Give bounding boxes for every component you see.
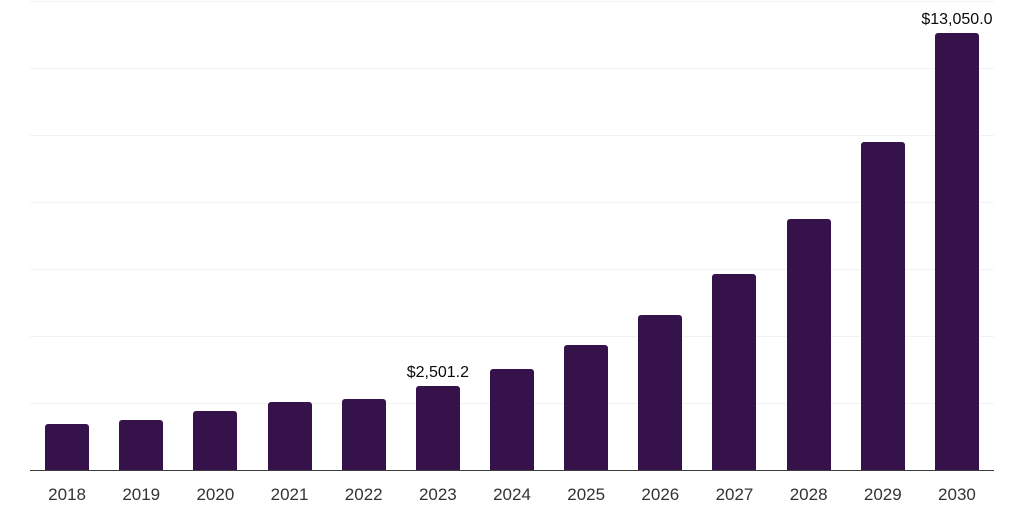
bar-2028 — [786, 219, 831, 470]
bar-slot-2023: $2,501.2 — [401, 1, 475, 470]
x-tick-2029: 2029 — [863, 485, 902, 504]
bar-value-label-2030: $13,050.0 — [921, 11, 993, 28]
bar-slot-2030: $13,050.0 — [920, 1, 994, 470]
bar-2019 — [119, 420, 164, 470]
bar-2023 — [415, 386, 460, 470]
x-tick-2028: 2028 — [789, 485, 828, 504]
bar-2026 — [638, 315, 683, 470]
bar-2018 — [45, 424, 90, 470]
bar-2025 — [564, 345, 609, 470]
plot-area: $2,501.2 $13,050.0 — [30, 1, 994, 471]
bar-slot-2029 — [846, 1, 920, 470]
bar-slot-2022 — [327, 1, 401, 470]
bar-slot-2018 — [30, 1, 104, 470]
bar-2020 — [193, 411, 238, 470]
bar-slot-2019 — [104, 1, 178, 470]
x-axis-line — [30, 469, 994, 471]
bar-slot-2028 — [772, 1, 846, 470]
x-tick-2021: 2021 — [270, 485, 309, 504]
gridline-8000 — [30, 202, 994, 203]
gridline-12000 — [30, 68, 994, 69]
bar-slot-2027 — [697, 1, 771, 470]
bars-layer: $2,501.2 $13,050.0 — [30, 1, 994, 470]
bar-2030 — [934, 33, 979, 470]
x-tick-2022: 2022 — [344, 485, 383, 504]
x-tick-2027: 2027 — [715, 485, 754, 504]
x-tick-2025: 2025 — [567, 485, 606, 504]
bar-slot-2026 — [623, 1, 697, 470]
bar-2022 — [341, 399, 386, 470]
bar-slot-2020 — [178, 1, 252, 470]
x-tick-2018: 2018 — [48, 485, 86, 504]
x-tick-2020: 2020 — [196, 485, 235, 504]
x-tick-2026: 2026 — [641, 485, 680, 504]
x-tick-2030: 2030 — [938, 485, 976, 504]
x-axis-labels: 2018 2019 2020 2021 2022 2023 2024 2025 2026 2027… — [30, 486, 994, 503]
bar-2027 — [712, 274, 757, 470]
bar-2024 — [490, 369, 535, 470]
bar-slot-2025 — [549, 1, 623, 470]
x-tick-2019: 2019 — [122, 485, 161, 504]
bar-slot-2024 — [475, 1, 549, 470]
x-tick-2024: 2024 — [493, 485, 531, 504]
gridline-6000 — [30, 269, 994, 270]
bar-value-label-2023: $2,501.2 — [406, 364, 469, 381]
gridline-10000 — [30, 135, 994, 136]
gridline-4000 — [30, 336, 994, 337]
x-tick-2023: 2023 — [418, 485, 457, 504]
bar-2021 — [267, 402, 312, 470]
bar-slot-2021 — [252, 1, 326, 470]
bar-2029 — [860, 142, 905, 470]
gridline-14000 — [30, 1, 994, 2]
